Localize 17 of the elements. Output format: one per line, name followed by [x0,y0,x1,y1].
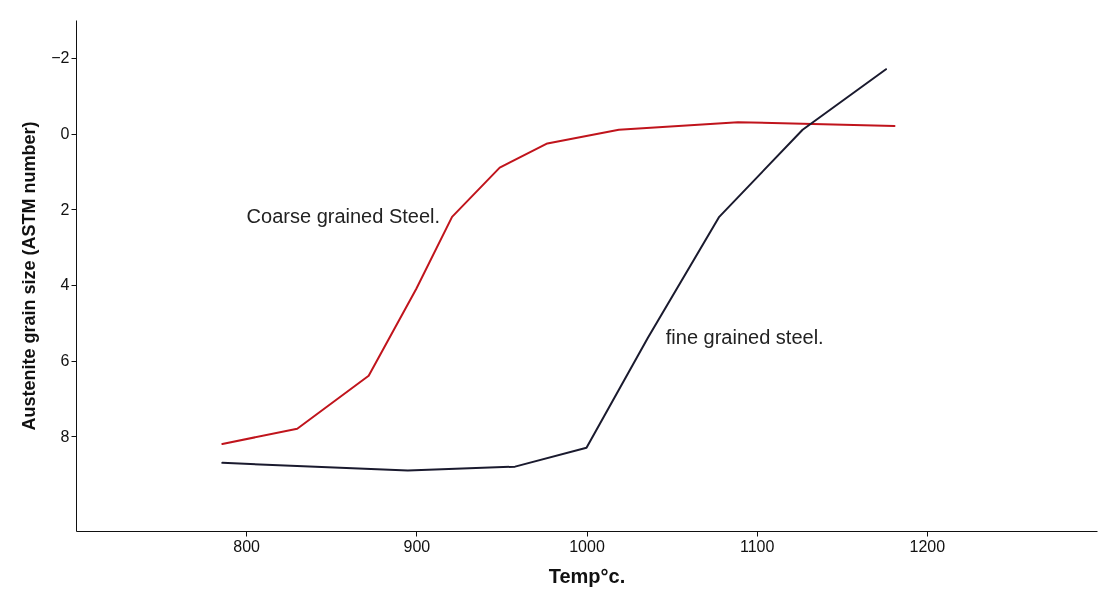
y-tick-label: 2 [60,200,70,218]
y-tick-label: 6 [60,352,70,370]
x-tick-label: 800 [233,537,261,555]
x-tick-label: 1100 [739,537,775,555]
x-tick-label: 900 [403,537,431,555]
series-label: fine grained steel. [665,325,824,348]
x-axis-title: Temp°c. [548,564,626,587]
y-tick-label: 8 [60,427,70,445]
y-tick-label: 0 [60,125,70,143]
x-tick-label: 1200 [909,537,946,555]
series-label: Coarse grained Steel. [246,204,441,227]
line-series [221,121,896,445]
y-tick-label: −2 [51,49,70,67]
y-axis-title: Austenite grain size (ASTM number) [19,121,40,431]
x-tick-label: 1000 [569,537,605,555]
line-series [221,68,887,472]
y-tick-label: 4 [60,276,70,294]
